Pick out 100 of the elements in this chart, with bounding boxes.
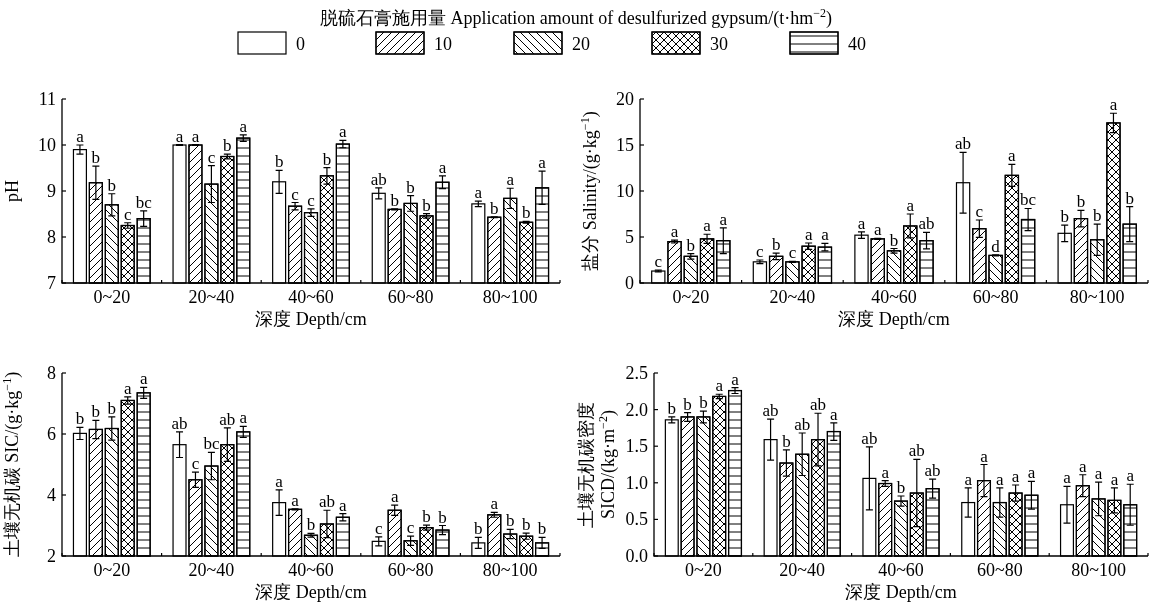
data-label: a: [490, 494, 499, 514]
data-label: b: [390, 190, 399, 210]
data-label: a: [538, 153, 547, 173]
data-label: b: [683, 394, 692, 414]
y-tick-label: 10: [616, 181, 634, 201]
data-label: ab: [762, 401, 779, 421]
y-tick-label: 1.0: [625, 472, 648, 493]
data-label: a: [291, 490, 300, 510]
x-tick-label: 80~100: [1071, 560, 1126, 580]
data-label: b: [667, 398, 677, 418]
data-label: d: [991, 236, 1001, 256]
data-label: a: [964, 469, 973, 489]
legend-label: 20: [572, 34, 590, 54]
data-label: ab: [908, 441, 925, 461]
data-label: a: [804, 224, 813, 244]
y-tick-label: 7: [47, 273, 56, 293]
data-label: a: [670, 222, 679, 242]
data-label: b: [1076, 192, 1086, 212]
data-label: b: [406, 177, 415, 197]
x-tick-label: 40~60: [878, 560, 924, 580]
y-tick-label: 15: [616, 135, 634, 155]
x-tick-label: 40~60: [288, 560, 334, 580]
y-tick-label: 8: [47, 363, 56, 383]
data-label: a: [139, 369, 148, 389]
data-label: a: [275, 471, 284, 491]
data-label: b: [521, 515, 531, 535]
data-label: b: [474, 519, 483, 539]
x-axis-title: 深度 Depth/cm: [255, 582, 367, 602]
data-label: b: [107, 175, 117, 195]
data-label: a: [339, 122, 348, 142]
y-tick-label: 11: [38, 89, 56, 109]
data-label: b: [107, 398, 117, 418]
data-label: a: [474, 183, 483, 203]
data-label: ab: [318, 492, 335, 512]
data-label: b: [505, 511, 515, 531]
data-label: ab: [171, 413, 188, 433]
x-tick-label: 60~80: [976, 560, 1023, 580]
y-tick-label: 0.0: [625, 546, 648, 566]
data-label: a: [1110, 469, 1119, 489]
legend-label: 30: [710, 34, 728, 54]
x-tick-label: 0~20: [685, 560, 722, 580]
legend-label: 0: [296, 34, 305, 54]
data-label: b: [91, 402, 101, 422]
data-label: ab: [918, 214, 935, 234]
x-tick-label: 0~20: [93, 560, 131, 580]
data-label: a: [906, 196, 915, 215]
data-label: c: [756, 242, 765, 261]
x-tick-label: 80~100: [1069, 287, 1125, 307]
data-label: a: [1027, 463, 1036, 483]
data-label: b: [686, 235, 696, 255]
x-tick-label: 20~40: [188, 560, 235, 580]
data-label: a: [390, 487, 399, 507]
data-label: b: [1060, 207, 1069, 227]
x-tick-label: 80~100: [482, 560, 538, 580]
data-label: a: [830, 404, 839, 424]
data-label: ab: [924, 461, 941, 481]
data-label: c: [975, 201, 984, 221]
legend-label: 40: [848, 34, 866, 54]
y-tick-label: 10: [38, 135, 56, 155]
data-label: a: [1011, 467, 1020, 486]
y-tick-label: 2: [47, 546, 56, 566]
x-tick-label: 20~40: [188, 287, 235, 307]
data-label: b: [537, 519, 547, 539]
data-label: a: [1109, 95, 1118, 115]
data-label: b: [75, 409, 85, 429]
y-tick-label: 6: [47, 424, 56, 444]
data-label: a: [1126, 466, 1135, 486]
x-tick-label: 40~60: [288, 287, 334, 307]
data-label: a: [980, 446, 989, 466]
y-tick-label: 20: [616, 89, 634, 109]
data-label: ab: [219, 409, 236, 429]
data-label: b: [223, 136, 232, 156]
y-tick-label: 0: [625, 273, 634, 293]
data-label: a: [731, 369, 740, 389]
data-label: bc: [1020, 190, 1037, 210]
data-label: a: [191, 126, 200, 146]
data-label: a: [239, 408, 248, 428]
legend-label: 10: [434, 34, 452, 54]
data-label: a: [175, 126, 184, 146]
data-label: a: [76, 127, 85, 146]
data-label: b: [521, 203, 531, 223]
data-label: b: [274, 152, 284, 172]
data-label: b: [91, 148, 101, 168]
data-label: c: [654, 252, 663, 272]
data-label: b: [438, 507, 447, 527]
data-label: a: [438, 157, 447, 177]
legend-title: 脱硫石膏施用量 Application amount of desulfurized gypsum/(t·hm$^{−2}$): [319, 6, 833, 29]
data-label: ab: [809, 395, 827, 415]
data-label: c: [374, 518, 383, 538]
data-label: a: [1079, 456, 1088, 476]
data-label: c: [307, 190, 316, 210]
data-label: a: [339, 495, 348, 515]
data-label: c: [291, 184, 300, 204]
y-tick-label: 8: [47, 227, 56, 247]
x-tick-label: 60~80: [387, 287, 434, 307]
data-label: a: [715, 376, 724, 396]
data-label: a: [1008, 146, 1017, 166]
data-label: b: [422, 195, 431, 215]
data-label: a: [1094, 464, 1103, 484]
y-tick-label: 1.5: [625, 436, 648, 457]
